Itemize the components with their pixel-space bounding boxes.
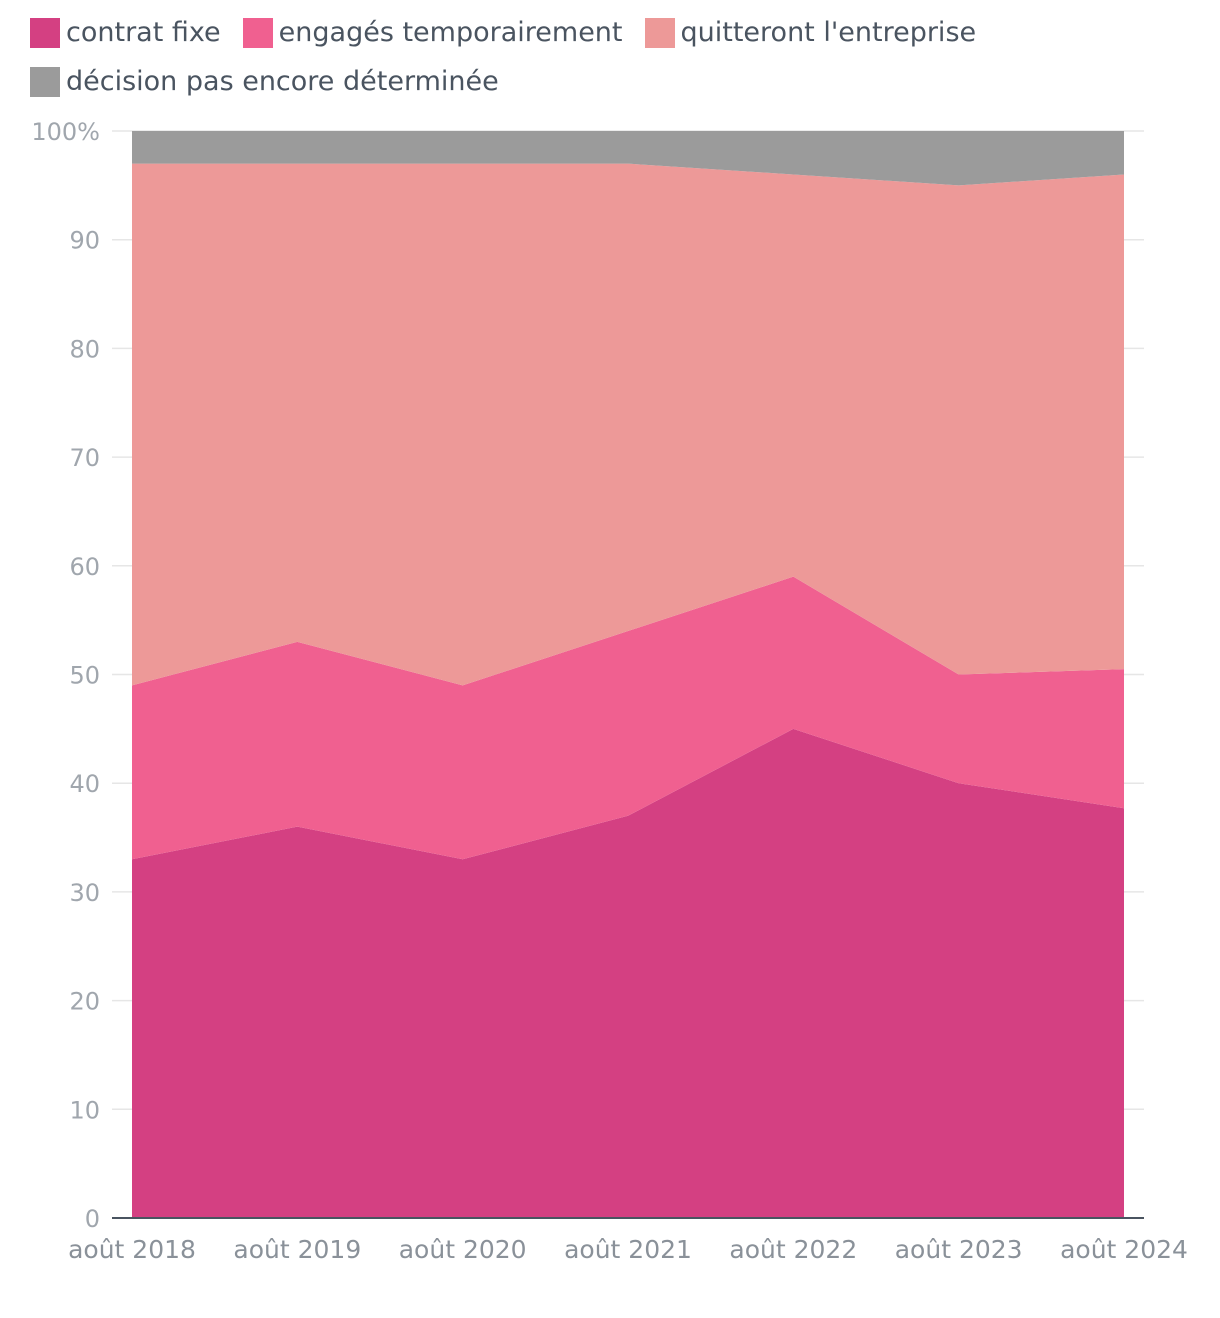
y-tick-label: 50 bbox=[69, 662, 100, 690]
legend-label: contrat fixe bbox=[66, 17, 221, 48]
series-area bbox=[132, 576, 1124, 860]
y-tick-labels: 0 10 20 30 40 50 60 70 80 90 100% bbox=[31, 118, 100, 1233]
series-area bbox=[132, 163, 1124, 686]
x-tick-label: août 2018 bbox=[68, 1235, 196, 1264]
legend-swatch bbox=[30, 67, 60, 97]
series-areas bbox=[132, 131, 1124, 1218]
x-tick-label: août 2019 bbox=[233, 1235, 361, 1264]
y-tick-label: 10 bbox=[69, 1096, 100, 1124]
legend-item: engagés temporairement bbox=[242, 12, 623, 54]
y-tick-label: 40 bbox=[69, 770, 100, 798]
x-tick-label: août 2020 bbox=[399, 1235, 527, 1264]
legend-label: engagés temporairement bbox=[278, 17, 623, 48]
legend: contrat fixe engagés temporairement quitte… bbox=[30, 12, 1200, 110]
y-tick-label: 0 bbox=[85, 1205, 100, 1233]
y-tick-label: 30 bbox=[69, 879, 100, 907]
legend-label: décision pas encore déterminée bbox=[66, 66, 499, 97]
legend-item: quitteront l'entreprise bbox=[644, 12, 977, 54]
series-area bbox=[132, 728, 1124, 1218]
legend-swatch bbox=[30, 18, 60, 48]
y-tick-label: 100% bbox=[31, 118, 100, 146]
legend-swatch bbox=[644, 18, 675, 48]
y-tick-label: 20 bbox=[69, 988, 100, 1016]
y-tick-label: 80 bbox=[69, 335, 100, 363]
y-tick-label: 60 bbox=[69, 553, 100, 581]
x-tick-label: août 2021 bbox=[564, 1235, 692, 1264]
legend-item: contrat fixe bbox=[30, 12, 221, 54]
legend-label: quitteront l'entreprise bbox=[680, 17, 977, 48]
x-tick-labels: août 2018 août 2019 août 2020 août 2021 août… bbox=[68, 1235, 1188, 1264]
legend-item: décision pas encore déterminée bbox=[30, 61, 499, 103]
x-tick-label: août 2024 bbox=[1060, 1235, 1188, 1264]
legend-swatch bbox=[242, 18, 273, 48]
x-tick-label: août 2023 bbox=[895, 1235, 1023, 1264]
x-tick-label: août 2022 bbox=[729, 1235, 857, 1264]
series-area bbox=[132, 131, 1124, 186]
y-tick-label: 70 bbox=[69, 444, 100, 472]
y-tick-label: 90 bbox=[69, 227, 100, 255]
